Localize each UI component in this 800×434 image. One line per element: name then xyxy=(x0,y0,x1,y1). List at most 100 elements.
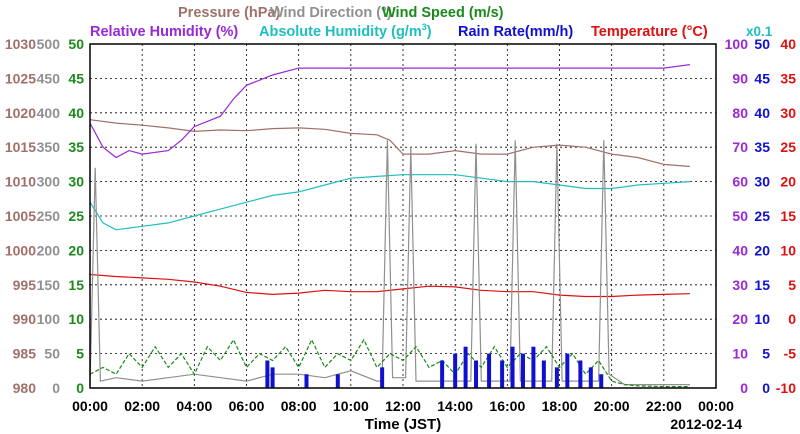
rain-rate-bar xyxy=(270,367,275,388)
wind-speed-tick-label: 45 xyxy=(68,70,84,86)
rain-rate-tick-label: 0 xyxy=(762,380,770,396)
absolute-humidity-g-m-line xyxy=(89,174,690,231)
temperature-tick-label: 15 xyxy=(780,208,796,224)
pressure-tick-label: 1005 xyxy=(5,208,36,224)
legend-entry: Pressure (hPa) xyxy=(178,5,281,21)
rain-rate-tick-label: 50 xyxy=(754,36,770,52)
pressure-tick-label: 990 xyxy=(13,311,37,327)
rain-rate-tick-label: 10 xyxy=(754,311,770,327)
x-tick-label: 10:00 xyxy=(333,398,369,414)
rain-rate-bar xyxy=(554,367,559,388)
relative-humidity-tick-label: 70 xyxy=(732,139,748,155)
wind-direction-tick-label: 100 xyxy=(37,311,61,327)
rain-rate-bar xyxy=(520,353,525,388)
x-tick-label: 18:00 xyxy=(542,398,578,414)
wind-speed-tick-label: 15 xyxy=(68,277,84,293)
rain-rate-bar xyxy=(463,346,468,388)
relative-humidity-tick-label: 60 xyxy=(732,174,748,190)
legend-entry: Wind Speed (m/s) xyxy=(382,5,504,21)
axes-labels: 1030102510201015101010051000995990985980… xyxy=(5,36,796,414)
x-tick-label: 22:00 xyxy=(646,398,682,414)
pressure-tick-label: 1000 xyxy=(5,242,36,258)
wind-direction-tick-label: 0 xyxy=(52,380,60,396)
pressure-hpa-line xyxy=(89,119,690,168)
x-tick-label: 08:00 xyxy=(281,398,317,414)
relative-humidity-tick-label: 90 xyxy=(732,70,748,86)
legend-entry: Temperature (°C) xyxy=(591,24,708,40)
wind-speed-tick-label: 25 xyxy=(68,208,84,224)
x-tick-label: 14:00 xyxy=(437,398,473,414)
wind-direction-line xyxy=(89,140,690,386)
wind-direction-tick-label: 50 xyxy=(44,346,60,362)
rain-rate-bar xyxy=(531,346,536,388)
wind-direction-tick-label: 450 xyxy=(37,70,61,86)
pressure-tick-label: 1010 xyxy=(5,174,36,190)
rain-rate-bar xyxy=(487,353,492,388)
pressure-tick-label: 1025 xyxy=(5,70,36,86)
relative-humidity-tick-label: 80 xyxy=(732,105,748,121)
pressure-tick-label: 1030 xyxy=(5,36,36,52)
wind-direction-tick-label: 300 xyxy=(37,174,61,190)
relative-humidity-tick-label: 100 xyxy=(725,36,749,52)
x-tick-label: 00:00 xyxy=(72,398,108,414)
rain-rate-bar xyxy=(588,367,593,388)
relative-humidity-tick-label: 0 xyxy=(740,380,748,396)
rain-rate-tick-label: 25 xyxy=(754,208,770,224)
rain-rate-bar xyxy=(510,346,515,388)
plot-grid xyxy=(90,44,716,388)
relative-humidity-tick-label: 50 xyxy=(732,208,748,224)
rain-rate-bar xyxy=(304,374,309,388)
legend-entry: Rain Rate(mm/h) xyxy=(458,24,573,40)
rain-rate-tick-label: 30 xyxy=(754,174,770,190)
rain-rate-bar xyxy=(474,360,479,388)
rain-rate-bar xyxy=(599,374,604,388)
wind-direction-tick-label: 150 xyxy=(37,277,61,293)
pressure-tick-label: 1015 xyxy=(5,139,36,155)
wind-speed-tick-label: 0 xyxy=(76,380,84,396)
wind-direction-tick-label: 250 xyxy=(37,208,61,224)
wind-speed-tick-label: 30 xyxy=(68,174,84,190)
wind-direction-tick-label: 200 xyxy=(37,242,61,258)
temperature-tick-label: 0 xyxy=(788,311,796,327)
rain-rate-tick-label: 35 xyxy=(754,139,770,155)
series-layer xyxy=(89,64,690,388)
relative-humidity-line xyxy=(89,64,690,159)
x-tick-label: 02:00 xyxy=(124,398,160,414)
rain-rate-bar xyxy=(541,360,546,388)
relative-humidity-tick-label: 20 xyxy=(732,311,748,327)
rain-rate-tick-label: 45 xyxy=(754,70,770,86)
rain-rate-bar xyxy=(265,360,270,388)
rain-rate-bar xyxy=(565,353,570,388)
pressure-tick-label: 980 xyxy=(13,380,37,396)
wind-speed-tick-label: 20 xyxy=(68,242,84,258)
temperature-tick-label: 20 xyxy=(780,174,796,190)
x-tick-label: 00:00 xyxy=(698,398,734,414)
x-tick-label: 16:00 xyxy=(489,398,525,414)
plot-frame xyxy=(89,43,717,389)
temperature-c-line xyxy=(89,273,690,298)
pressure-tick-label: 995 xyxy=(13,277,37,293)
x-tick-label: 20:00 xyxy=(594,398,630,414)
rain-rate-tick-label: 20 xyxy=(754,242,770,258)
legend-entry: Relative Humidity (%) xyxy=(90,24,238,40)
wind-direction-tick-label: 350 xyxy=(37,139,61,155)
temperature-tick-label: 30 xyxy=(780,105,796,121)
wind-speed-tick-label: 5 xyxy=(76,346,84,362)
wind-direction-tick-label: 400 xyxy=(37,105,61,121)
temperature-tick-label: 25 xyxy=(780,139,796,155)
rain-rate-bar xyxy=(380,367,385,388)
rain-rate-tick-label: 5 xyxy=(762,346,770,362)
x-tick-label: 12:00 xyxy=(385,398,421,414)
pressure-tick-label: 1020 xyxy=(5,105,36,121)
temperature-tick-label: -10 xyxy=(776,380,796,396)
temperature-tick-label: 35 xyxy=(780,70,796,86)
x-tick-label: 04:00 xyxy=(176,398,212,414)
rain-rate-bar xyxy=(500,360,505,388)
rain-scale-note: x0.1 xyxy=(746,24,773,39)
rain-rate-bar xyxy=(440,360,445,388)
temperature-tick-label: 40 xyxy=(780,36,796,52)
wind-speed-tick-label: 10 xyxy=(68,311,84,327)
relative-humidity-tick-label: 40 xyxy=(732,242,748,258)
pressure-tick-label: 985 xyxy=(13,346,37,362)
